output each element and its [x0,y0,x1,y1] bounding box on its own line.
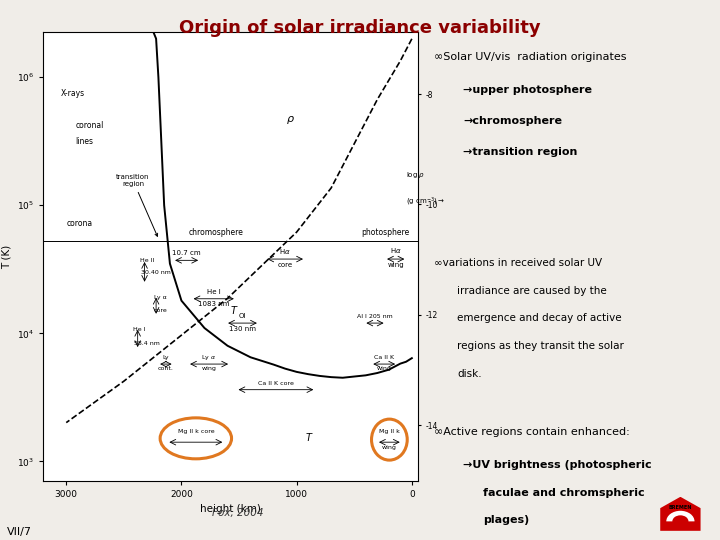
Text: →chromosphere: →chromosphere [463,116,562,126]
Text: lines: lines [76,137,94,146]
Text: chromosphere: chromosphere [189,228,243,237]
Text: BREMEN: BREMEN [669,505,692,510]
Y-axis label: T (K): T (K) [1,245,12,268]
Text: →transition region: →transition region [463,147,577,157]
Text: 58.4 nm: 58.4 nm [134,341,160,346]
Text: Ca II K: Ca II K [374,355,395,360]
Wedge shape [666,511,695,522]
Text: cont.: cont. [158,367,174,372]
Text: Ly: Ly [163,355,169,360]
Text: regions as they transit the solar: regions as they transit the solar [457,341,624,351]
Text: H$\alpha$: H$\alpha$ [390,246,402,255]
Text: OI: OI [239,313,246,319]
Text: core: core [154,308,168,313]
Text: →UV brightness (photospheric: →UV brightness (photospheric [463,460,652,470]
Text: plages): plages) [483,515,529,525]
Text: irradiance are caused by the: irradiance are caused by the [457,286,607,296]
Polygon shape [660,497,701,531]
Text: disk.: disk. [457,368,482,379]
Text: Fox, 2004: Fox, 2004 [212,508,264,518]
Text: →upper photosphere: →upper photosphere [463,85,592,96]
Text: 1083 nm: 1083 nm [198,301,230,307]
Text: H$\alpha$: H$\alpha$ [279,247,291,256]
Text: wing: wing [387,262,404,268]
X-axis label: height (km): height (km) [200,504,261,514]
Text: core: core [277,262,293,268]
Text: Ly $\alpha$: Ly $\alpha$ [202,353,217,362]
Text: photosphere: photosphere [361,228,410,237]
Text: ∞variations in received solar UV: ∞variations in received solar UV [434,258,603,268]
Text: 30.40 nm: 30.40 nm [141,271,171,275]
Text: Ca II K core: Ca II K core [258,381,294,386]
Text: transition
region: transition region [117,174,158,237]
Text: X-rays: X-rays [60,90,85,98]
Text: T: T [305,433,311,443]
Text: wing: wing [377,367,392,372]
Text: wing: wing [202,367,217,372]
Text: corona: corona [66,219,92,228]
Text: Mg II k core: Mg II k core [178,429,214,434]
Text: VII/7: VII/7 [7,526,32,537]
Text: ∞Solar UV/vis  radiation originates: ∞Solar UV/vis radiation originates [434,52,626,62]
Text: He I: He I [207,289,220,295]
Text: T: T [230,306,236,316]
Text: Origin of solar irradiance variability: Origin of solar irradiance variability [179,19,541,37]
Text: $\rho$: $\rho$ [287,114,295,126]
Text: emergence and decay of active: emergence and decay of active [457,313,622,323]
Text: (g cm$^{-3}$)$\rightarrow$: (g cm$^{-3}$)$\rightarrow$ [406,196,445,208]
Text: He II: He II [140,258,154,262]
Text: Ly α: Ly α [154,295,166,300]
Text: Al I 205 nm: Al I 205 nm [357,314,393,319]
Text: 10.7 cm: 10.7 cm [172,250,201,256]
Text: faculae and chromspheric: faculae and chromspheric [483,488,644,498]
Text: coronal: coronal [76,122,104,131]
Text: wing: wing [382,444,397,450]
Text: Mg II k: Mg II k [379,429,400,434]
Text: 130 nm: 130 nm [229,326,256,332]
Text: ∞Active regions contain enhanced:: ∞Active regions contain enhanced: [434,427,630,437]
Text: He I: He I [133,327,145,332]
Text: log $\rho$: log $\rho$ [406,170,426,180]
